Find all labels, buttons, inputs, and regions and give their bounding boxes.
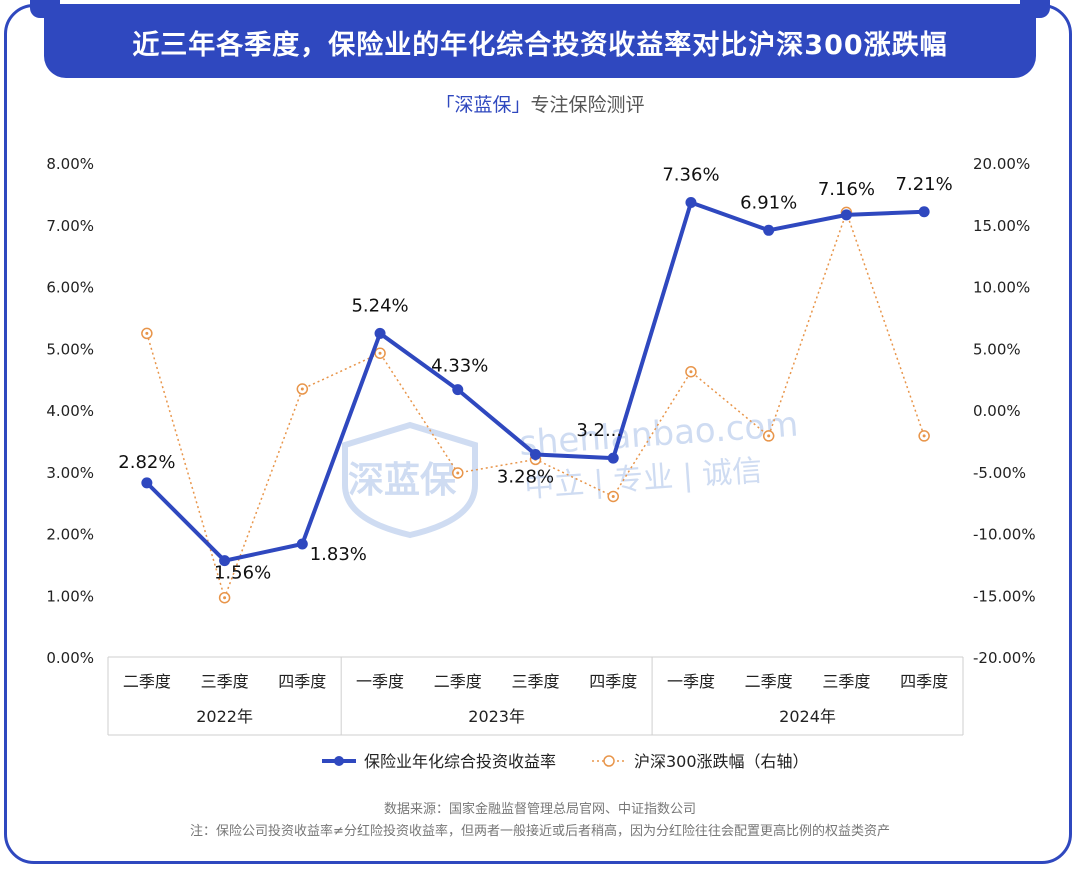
right-axis-tick-label: 5.00% bbox=[973, 340, 1021, 358]
watermark-logo: 深蓝保 bbox=[348, 460, 457, 501]
legend-marker-csi300 bbox=[603, 755, 615, 767]
data-label-insurance: 1.56% bbox=[214, 563, 271, 584]
series-point-csi300-dot bbox=[689, 370, 693, 374]
series-point-insurance bbox=[141, 477, 153, 489]
legend-label-csi300: 沪深300涨跌幅（右轴） bbox=[634, 752, 809, 771]
series-point-insurance bbox=[763, 224, 775, 236]
legend-marker-insurance bbox=[334, 756, 344, 766]
series-point-insurance bbox=[685, 197, 697, 209]
x-axis-category-label: 三季度 bbox=[201, 672, 249, 691]
series-point-insurance bbox=[219, 555, 231, 567]
left-axis-tick-label: 0.00% bbox=[46, 649, 94, 667]
right-axis-tick-label: 15.00% bbox=[973, 217, 1030, 235]
x-axis-category-label: 三季度 bbox=[511, 672, 559, 691]
series-point-csi300-dot bbox=[456, 471, 460, 475]
series-point-csi300-dot bbox=[223, 596, 227, 600]
data-labels: 2.82% 1.56% 1.83% 5.24% 4.33% 3.28% 3.2... 7.36… bbox=[118, 165, 952, 584]
series-point-insurance bbox=[374, 327, 386, 339]
data-label-insurance: 3.2... bbox=[576, 420, 622, 441]
x-axis-year-label: 2022年 bbox=[196, 707, 253, 726]
legend-label-insurance: 保险业年化综合投资收益率 bbox=[364, 752, 556, 771]
series-layer bbox=[141, 197, 930, 604]
data-label-insurance: 3.28% bbox=[497, 466, 554, 487]
data-label-insurance: 1.83% bbox=[310, 544, 367, 565]
left-axis-tick-label: 3.00% bbox=[46, 464, 94, 482]
left-axis-tick-label: 2.00% bbox=[46, 526, 94, 544]
series-line-csi300 bbox=[146, 210, 925, 601]
series-point-insurance bbox=[530, 448, 541, 460]
card-frame bbox=[4, 4, 1072, 864]
watermark: 深蓝保 shenlanbao.com 中立 | 专业 | 诚信 bbox=[342, 405, 800, 539]
series-point-csi300-dot bbox=[300, 387, 304, 391]
axes: 0.00% 1.00% 2.00% 3.00% 4.00% 5.00% 6.00% 7.00%… bbox=[46, 155, 1036, 736]
right-axis-tick-label: 20.00% bbox=[973, 155, 1030, 173]
x-axis-category-label: 一季度 bbox=[356, 672, 404, 691]
series-point-csi300-dot bbox=[922, 434, 926, 438]
series-point-insurance bbox=[840, 209, 852, 221]
data-label-insurance: 6.91% bbox=[740, 192, 797, 213]
series-point-csi300-dot bbox=[378, 351, 382, 355]
chart-subtitle: 「深蓝保」专注保险测评 bbox=[0, 90, 1080, 117]
x-axis-category-label: 二季度 bbox=[745, 672, 793, 691]
data-label-insurance: 5.24% bbox=[351, 295, 408, 316]
left-axis-tick-label: 5.00% bbox=[46, 340, 94, 358]
series-point-insurance bbox=[296, 538, 308, 550]
left-axis-tick-label: 8.00% bbox=[46, 155, 94, 173]
left-axis-tick-label: 6.00% bbox=[46, 279, 94, 297]
watermark-shield-icon bbox=[342, 421, 478, 539]
series-line-insurance bbox=[145, 200, 925, 563]
x-axis-category-label: 四季度 bbox=[278, 672, 326, 691]
series-point-insurance bbox=[918, 206, 930, 218]
x-axis-category-label: 二季度 bbox=[123, 672, 171, 691]
left-axis-tick-label: 7.00% bbox=[46, 217, 94, 235]
series-point-insurance bbox=[452, 384, 464, 396]
footer-note: 注：保险公司投资收益率≠分红险投资收益率，但两者一般接近或后者稍高，因为分红险往… bbox=[190, 824, 890, 839]
series-point-csi300-dot bbox=[611, 494, 615, 498]
x-axis-category-label: 四季度 bbox=[900, 672, 948, 691]
right-axis-tick-label: 10.00% bbox=[973, 279, 1030, 297]
x-axis-category-label: 四季度 bbox=[589, 672, 637, 691]
right-axis-tick-label: -10.00% bbox=[973, 526, 1036, 544]
x-axis-category-label: 三季度 bbox=[822, 672, 870, 691]
series-point-insurance bbox=[607, 452, 619, 464]
x-axis-year-label: 2023年 bbox=[468, 707, 525, 726]
footer-source: 数据来源：国家金融监督管理总局官网、中证指数公司 bbox=[383, 802, 696, 817]
legend: 保险业年化综合投资收益率 沪深300涨跌幅（右轴） bbox=[322, 752, 809, 771]
series-point-csi300-dot bbox=[145, 331, 149, 335]
subtitle-text: 专注保险测评 bbox=[530, 94, 645, 116]
series-point-csi300-dot bbox=[767, 434, 771, 438]
x-axis-category-label: 一季度 bbox=[667, 672, 715, 691]
right-axis-tick-label: 0.00% bbox=[973, 402, 1021, 420]
right-axis-tick-label: -20.00% bbox=[973, 649, 1036, 667]
data-label-insurance: 7.36% bbox=[662, 165, 719, 186]
chart-title: 近三年各季度，保险业的年化综合投资收益率对比沪深300涨跌幅 bbox=[44, 6, 1036, 78]
x-axis-year-label: 2024年 bbox=[779, 707, 836, 726]
data-label-insurance: 7.21% bbox=[896, 174, 953, 195]
data-label-insurance: 2.82% bbox=[118, 452, 175, 473]
x-axis-category-label: 二季度 bbox=[434, 672, 482, 691]
left-axis-tick-label: 4.00% bbox=[46, 402, 94, 420]
data-label-insurance: 4.33% bbox=[431, 356, 488, 377]
right-axis-tick-label: -15.00% bbox=[973, 587, 1036, 605]
data-label-insurance: 7.16% bbox=[818, 179, 875, 200]
left-axis-tick-label: 1.00% bbox=[46, 587, 94, 605]
right-axis-tick-label: -5.00% bbox=[973, 464, 1026, 482]
subtitle-brand: 「深蓝保」 bbox=[435, 94, 531, 116]
